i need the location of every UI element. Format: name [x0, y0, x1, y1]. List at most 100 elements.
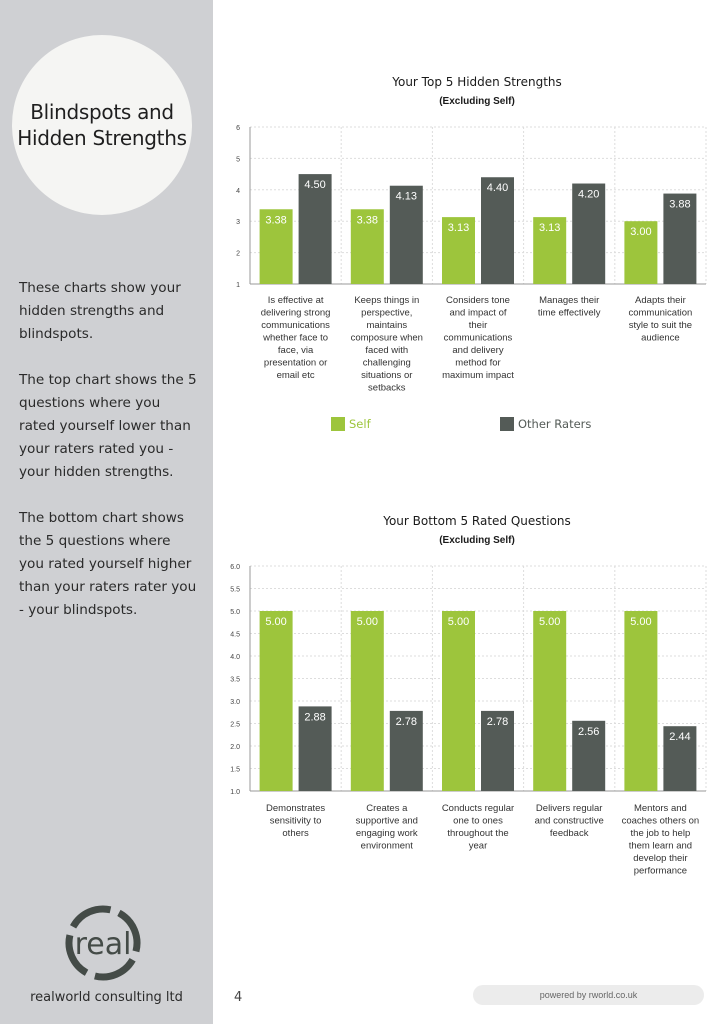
- legend-self: Self: [331, 417, 371, 431]
- top-chart-category-label: Considers tone: [446, 295, 510, 306]
- bottom-chart-category-label: performance: [634, 866, 687, 877]
- top-chart-category-label: face, via: [278, 345, 314, 356]
- top-chart-category-label: time effectively: [538, 308, 601, 319]
- page-title-line-2: Hidden Strengths: [17, 126, 187, 150]
- top-chart-bar-self: [442, 217, 475, 284]
- top-chart-title: Your Top 5 Hidden Strengths: [392, 75, 562, 89]
- bottom-chart-category-label: feedback: [550, 828, 589, 839]
- page-number: 4: [234, 990, 243, 1005]
- bottom-chart-category-label: coaches others on: [622, 816, 700, 827]
- bottom-chart-data-label: 5.00: [448, 616, 469, 628]
- bottom-chart-subtitle: (Excluding Self): [439, 535, 515, 546]
- top-chart-category-label: and impact of: [449, 308, 506, 319]
- bottom-chart-y-tick-label: 3.5: [230, 677, 240, 684]
- bottom-chart-category-label: Creates a: [366, 803, 408, 814]
- legend-self-swatch: [331, 417, 345, 431]
- top-chart-bar-other: [663, 193, 697, 284]
- bottom-chart-data-label: 5.00: [265, 616, 286, 628]
- legend-other-label: Other Raters: [518, 417, 592, 431]
- top-chart-y-tick-label: 6: [236, 125, 240, 132]
- top-chart-subtitle: (Excluding Self): [439, 96, 515, 107]
- bottom-chart-y-tick-label: 2.5: [230, 722, 240, 729]
- top-chart: 1 2 3 4 5 6 3.38 4.50 Is effective at delivering …: [236, 125, 707, 394]
- top-chart-category-label: email etc: [277, 370, 315, 381]
- top-chart-data-label: 4.20: [578, 189, 599, 201]
- bottom-chart-category-label: Conducts regular: [442, 803, 514, 814]
- bottom-chart-data-label: 2.44: [669, 731, 690, 743]
- top-chart-category-label: whether face to: [262, 333, 328, 344]
- bottom-chart-category-label: the job to help: [631, 828, 691, 839]
- top-chart-category-label: setbacks: [368, 383, 406, 394]
- bottom-chart-data-label: 2.88: [304, 711, 325, 723]
- top-chart-data-label: 4.13: [396, 191, 417, 203]
- bottom-chart-title: Your Bottom 5 Rated Questions: [383, 514, 571, 528]
- bottom-chart-bar-self: [533, 611, 567, 791]
- bottom-chart-y-tick-label: 1.0: [230, 789, 240, 796]
- bottom-chart-bar-other: [663, 726, 697, 791]
- powered-by-link[interactable]: powered by rworld.co.uk: [473, 985, 704, 1005]
- top-chart-y-tick-label: 5: [236, 156, 240, 163]
- top-chart-bar-self: [533, 217, 567, 284]
- top-chart-y-tick-label: 2: [236, 251, 240, 258]
- top-chart-bar-other: [572, 183, 606, 284]
- intro-paragraph-2: The top chart shows the 5 questions wher…: [19, 372, 197, 480]
- top-chart-category-label: delivering strong: [261, 308, 331, 319]
- top-chart-bar-self: [259, 209, 293, 284]
- page-title: Blindspots and Hidden Strengths: [17, 99, 187, 151]
- top-chart-category-label: style to suit the: [629, 320, 692, 331]
- bottom-chart-data-label: 5.00: [539, 616, 560, 628]
- top-chart-data-label: 3.38: [265, 214, 286, 226]
- bottom-chart-data-label: 2.78: [396, 716, 417, 728]
- top-chart-y-tick-label: 4: [236, 188, 240, 195]
- intro-paragraph-3: The bottom chart shows the 5 questions w…: [19, 510, 197, 618]
- logo-text: real: [75, 927, 132, 962]
- bottom-chart-category-label: and constructive: [535, 816, 604, 827]
- intro-paragraph-1: These charts show your hidden strengths …: [19, 280, 181, 342]
- bottom-chart-bar-other: [298, 706, 332, 791]
- bottom-chart-bar-self: [350, 611, 384, 791]
- bottom-chart-category-label: supportive and: [356, 816, 418, 827]
- title-circle: Blindspots and Hidden Strengths: [12, 35, 192, 215]
- bottom-chart-bar-self: [259, 611, 293, 791]
- top-chart-category-label: their: [469, 320, 487, 331]
- bottom-chart-category-label: Mentors and: [634, 803, 687, 814]
- top-chart-data-label: 3.13: [539, 222, 560, 234]
- top-chart-data-label: 3.00: [630, 226, 651, 238]
- top-chart-bar-other: [481, 177, 514, 284]
- bottom-chart-category-label: environment: [361, 841, 414, 852]
- sidebar: Blindspots and Hidden Strengths These ch…: [0, 0, 213, 1024]
- top-chart-category-label: communications: [261, 320, 330, 331]
- top-chart-category-label: challenging: [363, 358, 411, 369]
- bottom-chart-bar-self: [442, 611, 475, 791]
- bottom-chart-bar-other: [572, 720, 606, 791]
- bottom-chart-category-label: sensitivity to: [270, 816, 322, 827]
- top-chart-category-label: Adapts their: [635, 295, 686, 306]
- legend-other-swatch: [500, 417, 514, 431]
- top-chart-category-label: situations or: [361, 370, 412, 381]
- bottom-chart-category-label: engaging work: [356, 828, 418, 839]
- bottom-chart-bar-other: [389, 710, 423, 791]
- bottom-chart-category-label: one to ones: [453, 816, 503, 827]
- top-chart-category-label: communication: [628, 308, 692, 319]
- top-chart-data-label: 3.13: [448, 222, 469, 234]
- top-chart-data-label: 4.50: [304, 179, 325, 191]
- bottom-chart-category-label: develop their: [633, 853, 687, 864]
- top-chart-category-label: perspective,: [361, 308, 412, 319]
- top-chart-category-label: and delivery: [452, 345, 503, 356]
- bottom-chart: 1.0 1.5 2.0 2.5 3.0 3.5 4.0 4.5 5.0 5.5 6.0 5.00 2.8…: [230, 564, 707, 877]
- top-chart-category-label: audience: [641, 333, 680, 344]
- top-chart-category-label: maximum impact: [442, 370, 514, 381]
- bottom-chart-category-label: throughout the: [447, 828, 508, 839]
- company-name: realworld consulting ltd: [30, 990, 183, 1005]
- top-chart-category-label: Manages their: [539, 295, 599, 306]
- top-chart-data-label: 3.88: [669, 199, 690, 211]
- top-chart-category-label: communications: [444, 333, 513, 344]
- top-chart-category-label: maintains: [366, 320, 407, 331]
- legend-other: Other Raters: [500, 417, 591, 431]
- top-chart-y-tick-label: 3: [236, 219, 240, 226]
- top-chart-data-label: 4.40: [487, 182, 508, 194]
- top-chart-category-label: composure when: [351, 333, 423, 344]
- top-chart-bar-other: [298, 174, 332, 284]
- top-chart-category-label: Keeps things in: [354, 295, 419, 306]
- bottom-chart-category-label: year: [469, 841, 487, 852]
